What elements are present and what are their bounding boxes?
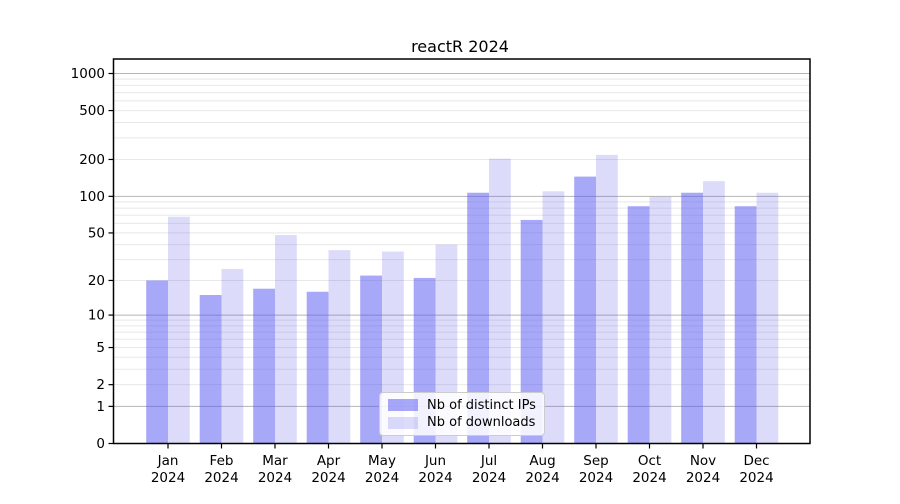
- bar: [681, 192, 703, 444]
- x-tick-label-year: 2024: [525, 470, 559, 486]
- bar: [703, 181, 725, 444]
- legend-swatch-downloads: [388, 416, 418, 429]
- bar: [489, 158, 511, 444]
- x-tick-label-year: 2024: [151, 470, 185, 486]
- x-tick-label-year: 2024: [739, 470, 773, 486]
- bar: [649, 196, 672, 444]
- x-tick-label-year: 2024: [579, 470, 613, 486]
- y-tick-label: 200: [79, 152, 105, 168]
- x-tick-label-month: Jun: [424, 453, 446, 469]
- x-tick-label-month: May: [368, 453, 396, 469]
- y-tick-label: 50: [88, 225, 105, 241]
- axis-labels: 01251020501002005001000Jan2024Feb2024Mar…: [71, 66, 774, 486]
- bar: [328, 250, 351, 444]
- axis-ticks: [108, 72, 758, 449]
- x-tick-label-year: 2024: [258, 470, 292, 486]
- x-tick-label-year: 2024: [472, 470, 506, 486]
- y-tick-label: 10: [88, 308, 105, 324]
- x-tick-label-month: Apr: [317, 453, 341, 469]
- plot-frame: [112, 58, 811, 445]
- y-tick-label: 20: [88, 273, 105, 289]
- chart-title: reactR 2024: [411, 37, 509, 56]
- axes-frame: [112, 58, 811, 445]
- bar: [275, 235, 297, 444]
- bar: [627, 206, 650, 444]
- bar: [574, 176, 596, 444]
- x-tick-label-month: Mar: [262, 453, 288, 469]
- y-tick-label: 5: [96, 340, 105, 356]
- legend-swatch-distinct-ips: [388, 399, 418, 412]
- legend-item-downloads: Nb of downloads: [388, 415, 538, 430]
- legend-item-distinct-ips: Nb of distinct IPs: [388, 398, 538, 413]
- x-tick-label-year: 2024: [686, 470, 720, 486]
- x-tick-label-year: 2024: [418, 470, 452, 486]
- x-tick-label-year: 2024: [632, 470, 666, 486]
- x-tick-label-month: Dec: [743, 453, 769, 469]
- bar: [596, 154, 618, 444]
- bar: [360, 275, 382, 444]
- y-tick-label: 1: [96, 399, 105, 415]
- bar: [306, 291, 329, 444]
- legend-label-distinct-ips: Nb of distinct IPs: [427, 397, 536, 413]
- x-tick-label-month: Nov: [690, 453, 716, 469]
- legend-label-downloads: Nb of downloads: [427, 415, 536, 431]
- x-tick-label-month: Aug: [529, 453, 555, 469]
- bar: [221, 269, 244, 444]
- bar: [756, 192, 779, 444]
- y-tick-label: 0: [96, 436, 105, 452]
- bar: [253, 288, 275, 444]
- x-tick-label-year: 2024: [365, 470, 399, 486]
- x-tick-label-month: Oct: [638, 453, 661, 469]
- x-tick-label-month: Sep: [583, 453, 608, 469]
- y-tick-label: 500: [79, 103, 105, 119]
- bar: [734, 206, 757, 444]
- x-tick-label-year: 2024: [204, 470, 238, 486]
- x-tick-label-year: 2024: [311, 470, 345, 486]
- chart-legend: Nb of distinct IPs Nb of downloads: [379, 392, 545, 436]
- bar: [168, 216, 190, 444]
- x-tick-label-month: Feb: [210, 453, 234, 469]
- bar: [146, 280, 168, 444]
- bar: [467, 192, 489, 444]
- bar: [520, 219, 543, 444]
- y-tick-label: 1000: [71, 66, 105, 82]
- bar: [542, 191, 565, 444]
- x-tick-label-month: Jan: [157, 453, 179, 469]
- bar: [199, 295, 222, 444]
- x-tick-label-month: Jul: [480, 453, 497, 469]
- y-tick-label: 100: [79, 189, 105, 205]
- y-tick-label: 2: [96, 377, 105, 393]
